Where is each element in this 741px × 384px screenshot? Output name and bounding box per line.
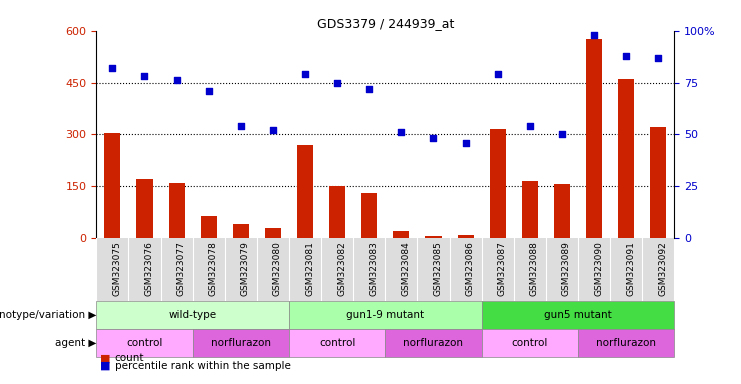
- Bar: [96, 301, 289, 329]
- Text: GSM323081: GSM323081: [305, 241, 314, 296]
- Text: GSM323076: GSM323076: [144, 241, 153, 296]
- Text: GSM323091: GSM323091: [626, 241, 635, 296]
- Bar: [168, 183, 185, 238]
- Point: [235, 123, 247, 129]
- Bar: [104, 132, 120, 238]
- Bar: [96, 329, 193, 357]
- Point: [556, 131, 568, 137]
- Bar: [425, 236, 442, 238]
- Bar: [361, 193, 377, 238]
- Text: ■: ■: [100, 361, 110, 371]
- Bar: [233, 224, 249, 238]
- Text: GSM323078: GSM323078: [209, 241, 218, 296]
- Text: GSM323075: GSM323075: [113, 241, 122, 296]
- Point: [396, 129, 408, 135]
- Bar: [289, 301, 482, 329]
- Text: GSM323077: GSM323077: [176, 241, 185, 296]
- Text: control: control: [126, 338, 163, 348]
- Bar: [482, 301, 674, 329]
- Point: [524, 123, 536, 129]
- Text: GSM323090: GSM323090: [594, 241, 603, 296]
- Point: [139, 73, 150, 79]
- Bar: [457, 235, 473, 238]
- Title: GDS3379 / 244939_at: GDS3379 / 244939_at: [316, 17, 454, 30]
- Bar: [265, 228, 281, 238]
- Text: control: control: [319, 338, 356, 348]
- Text: norflurazon: norflurazon: [404, 338, 463, 348]
- Bar: [554, 184, 570, 238]
- Point: [620, 53, 632, 59]
- Point: [652, 55, 664, 61]
- Text: gun5 mutant: gun5 mutant: [544, 310, 612, 320]
- Bar: [193, 329, 289, 357]
- Bar: [522, 181, 538, 238]
- Bar: [618, 79, 634, 238]
- Text: GSM323079: GSM323079: [241, 241, 250, 296]
- Text: gun1-9 mutant: gun1-9 mutant: [346, 310, 425, 320]
- Bar: [482, 329, 578, 357]
- Point: [107, 65, 119, 71]
- Point: [492, 71, 504, 77]
- Bar: [136, 179, 153, 238]
- Text: GSM323083: GSM323083: [369, 241, 378, 296]
- Text: control: control: [511, 338, 548, 348]
- Point: [170, 78, 182, 84]
- Point: [203, 88, 215, 94]
- Text: norflurazon: norflurazon: [597, 338, 656, 348]
- Text: ■: ■: [100, 353, 110, 363]
- Point: [363, 86, 375, 92]
- Text: agent ▶: agent ▶: [56, 338, 96, 348]
- Bar: [297, 145, 313, 238]
- Point: [428, 136, 439, 142]
- Text: GSM323092: GSM323092: [658, 241, 667, 296]
- Bar: [385, 329, 482, 357]
- Text: GSM323086: GSM323086: [465, 241, 474, 296]
- Bar: [586, 39, 602, 238]
- Bar: [490, 129, 505, 238]
- Text: GSM323085: GSM323085: [433, 241, 442, 296]
- Point: [299, 71, 311, 77]
- Text: GSM323087: GSM323087: [498, 241, 507, 296]
- Bar: [393, 231, 409, 238]
- Text: GSM323082: GSM323082: [337, 241, 346, 296]
- Point: [459, 139, 471, 146]
- Text: count: count: [115, 353, 144, 363]
- Bar: [329, 186, 345, 238]
- Point: [588, 32, 600, 38]
- Text: norflurazon: norflurazon: [211, 338, 270, 348]
- Text: GSM323089: GSM323089: [562, 241, 571, 296]
- Text: GSM323080: GSM323080: [273, 241, 282, 296]
- Bar: [578, 329, 674, 357]
- Text: percentile rank within the sample: percentile rank within the sample: [115, 361, 290, 371]
- Text: GSM323084: GSM323084: [402, 241, 411, 296]
- Bar: [289, 329, 385, 357]
- Bar: [201, 215, 216, 238]
- Point: [267, 127, 279, 133]
- Text: wild-type: wild-type: [169, 310, 216, 320]
- Text: GSM323088: GSM323088: [530, 241, 539, 296]
- Text: genotype/variation ▶: genotype/variation ▶: [0, 310, 96, 320]
- Point: [331, 79, 343, 86]
- Bar: [651, 127, 666, 238]
